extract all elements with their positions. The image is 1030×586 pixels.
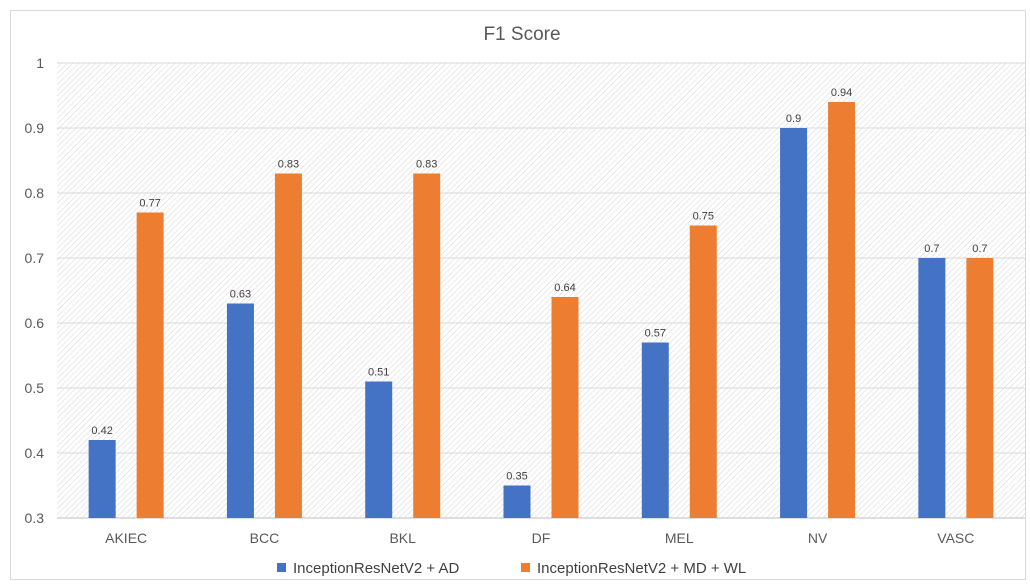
chart-title: F1 Score [483, 24, 560, 45]
bars [88, 102, 994, 518]
legend-label: InceptionResNetV2 + AD [293, 560, 460, 577]
data-labels: 0.42 0.77 0.63 0.83 0.51 0.83 0.35 0.64 0.57 0.75… [91, 87, 987, 483]
bar [503, 485, 531, 518]
gridlines [57, 62, 1025, 519]
data-label: 0.42 [91, 425, 112, 437]
x-tick-label: VASC [937, 530, 974, 546]
y-tick-label: 0.6 [25, 315, 45, 331]
data-label: 0.51 [368, 367, 389, 379]
data-label: 0.7 [972, 243, 987, 255]
bar [365, 381, 393, 518]
y-tick-label: 0.3 [25, 510, 45, 526]
y-axis: 0.3 0.4 0.5 0.6 0.7 0.8 0.9 1 [25, 55, 45, 526]
data-label: 0.57 [645, 328, 666, 340]
legend-swatch [277, 563, 286, 572]
x-tick-label: DF [532, 530, 551, 546]
data-label: 0.75 [693, 211, 714, 223]
bar [274, 173, 302, 518]
bar [551, 297, 579, 518]
data-label: 0.77 [139, 198, 160, 210]
data-label: 0.9 [786, 113, 801, 125]
bar [136, 212, 164, 518]
bar [226, 303, 254, 518]
data-label: 0.94 [831, 87, 852, 99]
data-label: 0.63 [230, 289, 251, 301]
legend: InceptionResNetV2 + AD InceptionResNetV2 … [277, 560, 746, 577]
bar [641, 342, 669, 518]
legend-swatch [521, 563, 530, 572]
y-tick-label: 0.5 [25, 380, 45, 396]
y-tick-label: 0.7 [25, 250, 45, 266]
x-tick-label: AKIEC [105, 530, 147, 546]
bar [413, 173, 441, 518]
bar [88, 440, 116, 518]
data-label: 0.64 [554, 282, 575, 294]
bar [966, 258, 994, 518]
bar [918, 258, 946, 518]
x-tick-label: MEL [665, 530, 694, 546]
data-label: 0.83 [278, 159, 299, 171]
bar [828, 102, 856, 518]
plot-area [57, 63, 1025, 518]
data-label: 0.83 [416, 159, 437, 171]
bar [780, 128, 808, 518]
x-tick-label: NV [808, 530, 828, 546]
y-tick-label: 0.9 [25, 120, 45, 136]
legend-label: InceptionResNetV2 + MD + WL [537, 560, 746, 577]
data-label: 0.35 [506, 471, 527, 483]
y-tick-label: 0.4 [25, 445, 45, 461]
x-tick-label: BCC [250, 530, 280, 546]
x-axis: AKIEC BCC BKL DF MEL NV VASC [105, 530, 974, 546]
bar [689, 225, 717, 518]
y-tick-label: 1 [36, 55, 44, 71]
x-tick-label: BKL [389, 530, 416, 546]
data-label: 0.7 [924, 243, 939, 255]
y-tick-label: 0.8 [25, 185, 45, 201]
